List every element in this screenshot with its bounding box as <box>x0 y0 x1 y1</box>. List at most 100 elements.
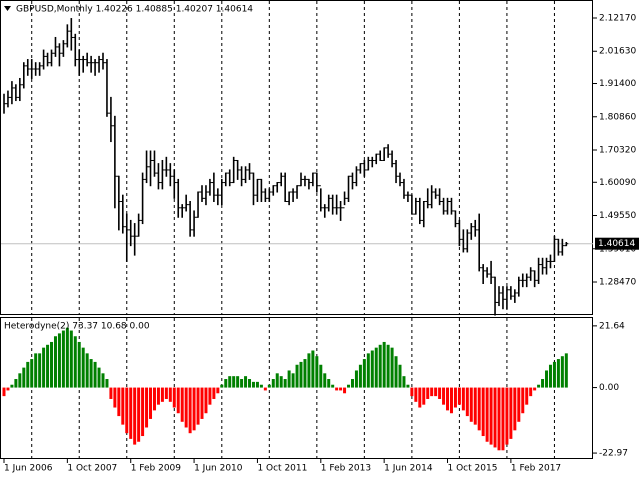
histogram-bar <box>188 387 192 434</box>
histogram-bar <box>77 341 81 388</box>
histogram-bar <box>315 356 319 388</box>
histogram-bar <box>251 381 255 388</box>
x-tick-label: 1 Feb 2017 <box>511 464 561 474</box>
histogram-bar <box>53 336 57 388</box>
histogram-bar <box>410 387 414 397</box>
y-tick-label: 1.28470 <box>599 278 636 288</box>
y-tick-label: 0.00 <box>599 383 619 393</box>
histogram-bar <box>232 376 236 388</box>
histogram-bar <box>160 387 164 402</box>
histogram-bar <box>208 387 212 405</box>
histogram-bar <box>192 387 196 431</box>
histogram-bar <box>57 333 61 388</box>
histogram-bar <box>180 387 184 422</box>
histogram-bar <box>172 387 176 408</box>
histogram-bar <box>89 359 93 388</box>
histogram-bar <box>6 387 10 391</box>
histogram-bar <box>255 381 259 388</box>
histogram-bar <box>22 367 26 388</box>
histogram-bar <box>406 384 410 388</box>
histogram-bar <box>509 387 513 439</box>
histogram-bar <box>453 387 457 408</box>
indicator-title: Heterodyne(2) 73.37 10.68 0.00 <box>4 322 150 332</box>
histogram-bar <box>200 387 204 419</box>
x-tick-label: 1 Feb 2009 <box>131 464 182 474</box>
histogram-bar <box>390 347 394 388</box>
y-tick-label: 1.70320 <box>599 146 636 156</box>
histogram-bar <box>295 364 299 388</box>
histogram-bar <box>244 376 248 388</box>
collapse-arrow <box>4 6 11 11</box>
histogram-bar <box>109 387 113 399</box>
histogram-bar <box>125 387 129 434</box>
histogram-bar <box>525 387 529 405</box>
histogram-bar <box>489 387 493 445</box>
histogram-bar <box>537 384 541 388</box>
histogram-bar <box>50 341 54 388</box>
histogram-bar <box>469 387 473 422</box>
histogram-bar <box>97 367 101 388</box>
x-tick-label: 1 Oct 2007 <box>67 464 117 474</box>
histogram-bar <box>168 387 172 402</box>
histogram-bar <box>430 387 434 397</box>
histogram-bar <box>46 344 50 388</box>
histogram-bar <box>505 387 509 445</box>
histogram-bar <box>184 387 188 428</box>
histogram-bar <box>224 379 228 388</box>
histogram-bar <box>220 384 224 388</box>
histogram-bar <box>382 341 386 388</box>
histogram-bar <box>117 387 121 417</box>
histogram-bar <box>240 379 244 388</box>
histogram-bar <box>449 387 453 414</box>
histogram-bar <box>473 387 477 425</box>
histogram-bar <box>501 387 505 451</box>
histogram-bar <box>156 387 160 405</box>
histogram-bar <box>438 387 442 399</box>
histogram-bar <box>10 384 14 388</box>
histogram-bar <box>149 387 153 419</box>
histogram-bar <box>137 387 141 442</box>
histogram-bar <box>307 353 311 388</box>
histogram-bar <box>457 387 461 405</box>
histogram-bar <box>485 387 489 442</box>
histogram-bar <box>545 370 549 388</box>
histogram-bar <box>38 353 42 388</box>
histogram-bar <box>141 387 145 437</box>
histogram-bar <box>552 361 556 388</box>
histogram-bar <box>236 376 240 388</box>
histogram-bar <box>85 353 89 388</box>
histogram-bar <box>176 387 180 414</box>
histogram-bar <box>18 373 22 388</box>
histogram-bar <box>560 356 564 388</box>
histogram-bar <box>477 387 481 431</box>
histogram-bar <box>370 350 374 388</box>
histogram-bar <box>34 353 38 388</box>
histogram-bar <box>121 387 125 425</box>
histogram-bar <box>347 384 351 388</box>
histogram-bar <box>164 387 168 399</box>
histogram-bar <box>529 387 533 397</box>
histogram-bar <box>442 387 446 405</box>
histogram-bar <box>422 387 426 405</box>
x-tick-label: 1 Jun 2014 <box>384 464 433 474</box>
histogram-bar <box>541 379 545 388</box>
histogram-bar <box>327 379 331 388</box>
histogram-bar <box>101 373 105 388</box>
price-panel-frame <box>0 0 593 315</box>
histogram-bar <box>69 330 73 388</box>
histogram-bar <box>129 387 133 439</box>
histogram-bar <box>366 353 370 388</box>
histogram-bar <box>303 359 307 388</box>
histogram-bar <box>374 347 378 388</box>
y-tick-label: -22.97 <box>599 449 628 459</box>
histogram-bar <box>2 387 6 397</box>
histogram-bar <box>73 336 77 388</box>
histogram-bar <box>533 387 537 391</box>
histogram-bar <box>26 361 30 388</box>
histogram-bar <box>343 387 347 394</box>
histogram-bar <box>461 387 465 411</box>
price-label-box <box>595 237 639 250</box>
histogram-bar <box>497 387 501 451</box>
histogram-bar <box>548 364 552 388</box>
